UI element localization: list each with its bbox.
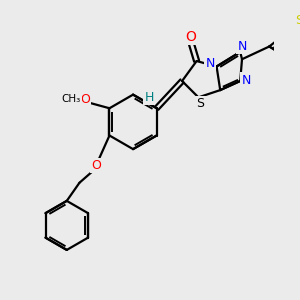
Text: O: O (80, 93, 90, 106)
Text: N: N (242, 74, 251, 87)
Text: N: N (206, 57, 215, 70)
Text: S: S (196, 97, 204, 110)
Text: O: O (186, 29, 196, 44)
Text: S: S (295, 14, 300, 27)
Text: N: N (237, 40, 247, 53)
Text: CH₃: CH₃ (62, 94, 81, 104)
Text: H: H (145, 91, 154, 104)
Text: O: O (91, 159, 101, 172)
